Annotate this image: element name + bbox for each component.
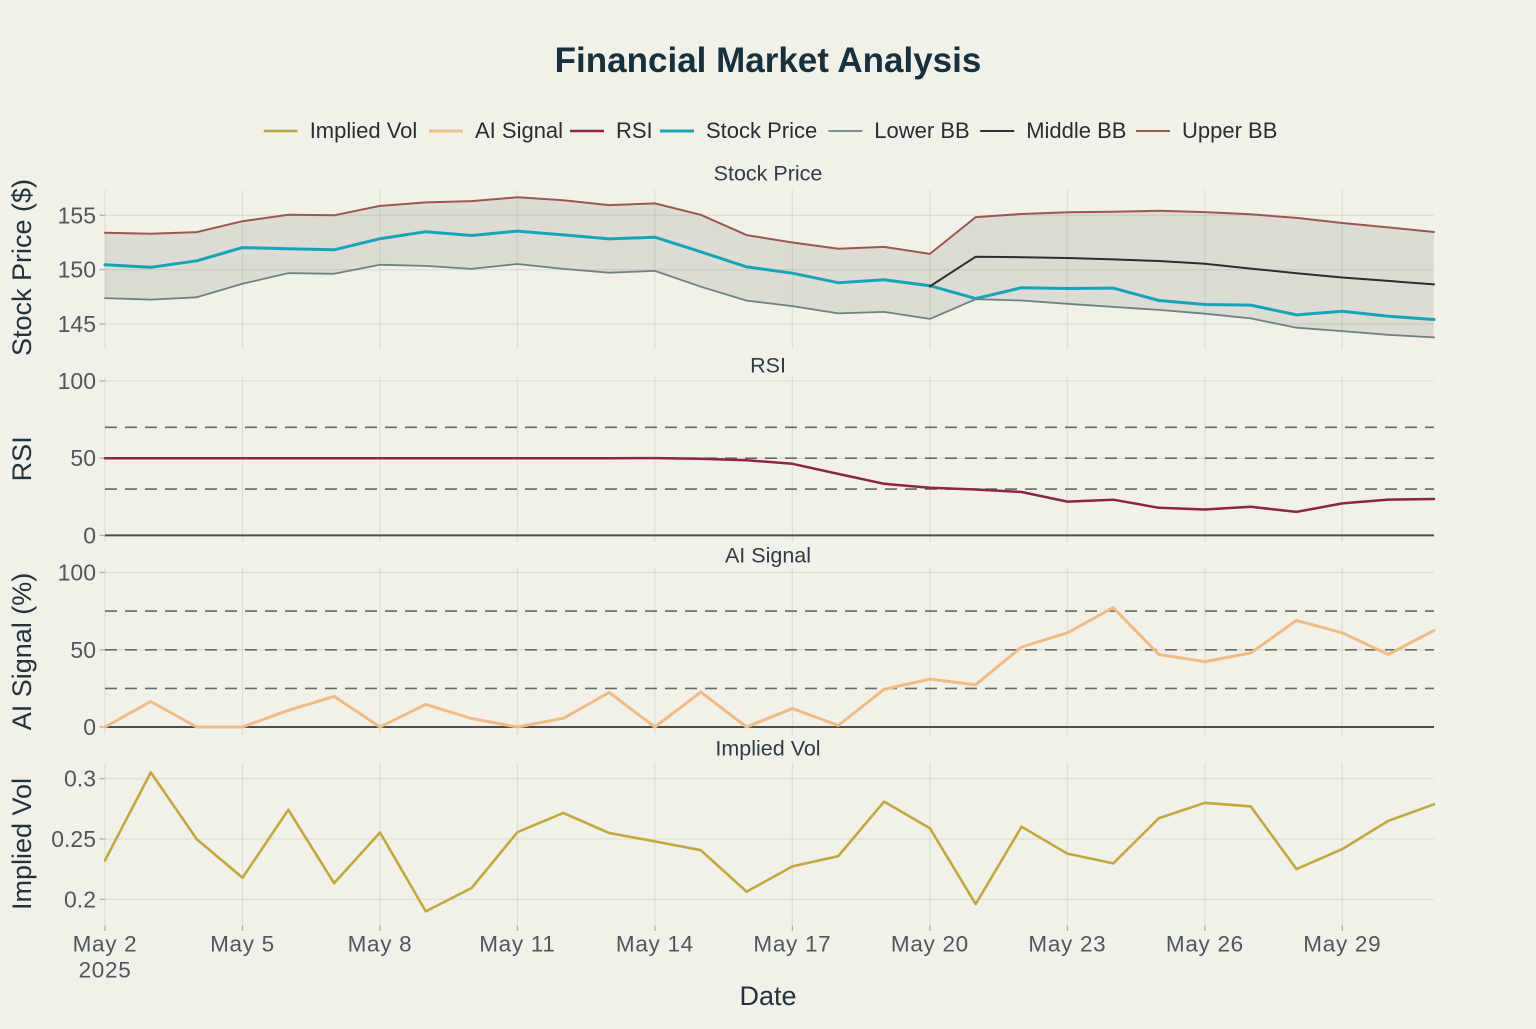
- svg-text:Date: Date: [739, 981, 796, 1011]
- svg-text:May 26: May 26: [1166, 932, 1244, 957]
- svg-text:155: 155: [58, 202, 96, 228]
- svg-text:AI Signal (%): AI Signal (%): [7, 573, 37, 731]
- svg-text:100: 100: [58, 560, 96, 586]
- svg-text:RSI: RSI: [750, 354, 786, 378]
- svg-text:May 5: May 5: [210, 932, 275, 957]
- svg-text:Stock Price: Stock Price: [714, 162, 823, 186]
- svg-text:AI Signal: AI Signal: [725, 544, 811, 568]
- svg-text:Lower BB: Lower BB: [874, 118, 969, 143]
- svg-text:0.3: 0.3: [64, 766, 96, 792]
- svg-text:Implied Vol: Implied Vol: [715, 737, 820, 761]
- svg-text:0.2: 0.2: [64, 886, 96, 912]
- svg-text:May 17: May 17: [753, 932, 831, 957]
- svg-text:50: 50: [70, 445, 96, 471]
- svg-text:AI Signal: AI Signal: [475, 118, 563, 143]
- svg-text:150: 150: [58, 257, 96, 283]
- svg-text:RSI: RSI: [616, 118, 653, 143]
- svg-text:May 20: May 20: [891, 932, 969, 957]
- svg-text:2025: 2025: [79, 958, 132, 983]
- svg-text:0: 0: [83, 522, 96, 548]
- svg-text:May 11: May 11: [479, 932, 555, 957]
- svg-text:May 2: May 2: [73, 932, 138, 957]
- svg-text:0: 0: [83, 714, 96, 740]
- svg-text:May 29: May 29: [1303, 932, 1381, 957]
- svg-text:Stock Price: Stock Price: [706, 118, 817, 143]
- svg-text:Stock Price ($): Stock Price ($): [7, 179, 37, 356]
- svg-text:50: 50: [70, 637, 96, 663]
- svg-text:Implied Vol: Implied Vol: [310, 118, 418, 143]
- svg-text:Implied Vol: Implied Vol: [7, 778, 37, 910]
- svg-text:RSI: RSI: [7, 436, 37, 481]
- svg-text:0.25: 0.25: [51, 826, 96, 852]
- svg-text:Upper BB: Upper BB: [1182, 118, 1277, 143]
- svg-text:May 23: May 23: [1028, 932, 1106, 957]
- svg-text:May 14: May 14: [616, 932, 694, 957]
- svg-text:145: 145: [58, 311, 96, 337]
- svg-text:Middle BB: Middle BB: [1026, 118, 1126, 143]
- svg-text:Financial Market Analysis: Financial Market Analysis: [555, 41, 982, 80]
- svg-text:100: 100: [58, 368, 96, 394]
- svg-text:May 8: May 8: [348, 932, 413, 957]
